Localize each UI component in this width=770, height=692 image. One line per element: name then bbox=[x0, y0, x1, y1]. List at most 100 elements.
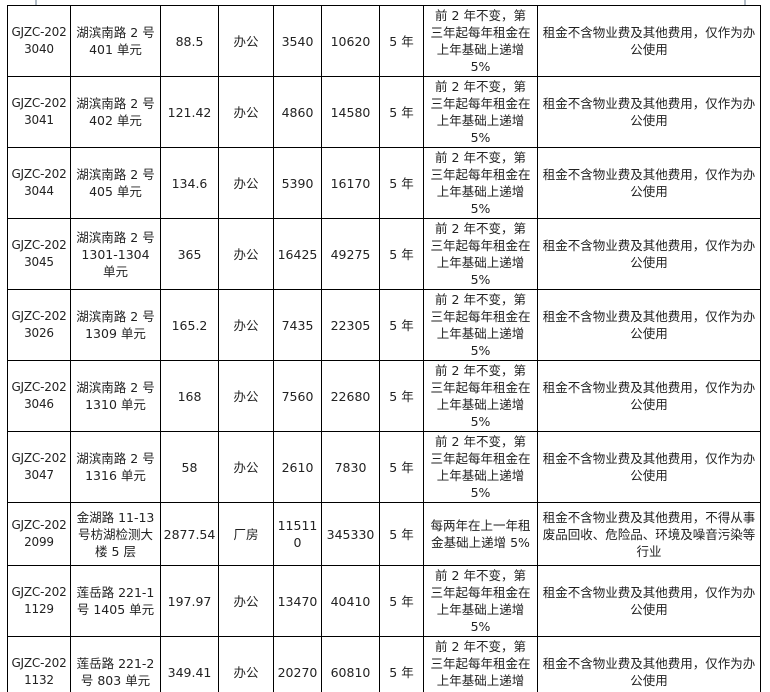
cell-lease-term: 5 年 bbox=[379, 636, 424, 692]
cell-remark: 租金不含物业费及其他费用，仅作为办公使用 bbox=[537, 147, 761, 219]
cell-usage-type: 办公 bbox=[218, 431, 274, 503]
cell-address: 湖滨南路 2 号 1301-1304 单元 bbox=[70, 218, 161, 290]
cell-area: 365 bbox=[160, 218, 219, 290]
table-row: GJZC-2022099 金湖路 11-13 号枋湖检测大楼 5 层 2877.… bbox=[7, 502, 761, 566]
cell-remark: 租金不含物业费及其他费用，仅作为办公使用 bbox=[537, 289, 761, 361]
cell-monthly-rent: 2610 bbox=[273, 431, 322, 503]
cell-quarterly-rent: 345330 bbox=[321, 502, 380, 566]
cell-rent-adjustment: 前 2 年不变，第三年起每年租金在上年基础上递增 5% bbox=[423, 76, 538, 148]
cell-rent-adjustment: 前 2 年不变，第三年起每年租金在上年基础上递增 5% bbox=[423, 431, 538, 503]
cell-monthly-rent: 13470 bbox=[273, 565, 322, 637]
cell-asset-id: GJZC-2021129 bbox=[7, 565, 71, 637]
cell-lease-term: 5 年 bbox=[379, 431, 424, 503]
cell-lease-term: 5 年 bbox=[379, 147, 424, 219]
cell-lease-term: 5 年 bbox=[379, 360, 424, 432]
cell-quarterly-rent: 40410 bbox=[321, 565, 380, 637]
cell-asset-id: GJZC-2021132 bbox=[7, 636, 71, 692]
cell-quarterly-rent: 60810 bbox=[321, 636, 380, 692]
page-artifact-tick-left bbox=[35, 0, 37, 9]
cell-monthly-rent: 16425 bbox=[273, 218, 322, 290]
cell-rent-adjustment: 前 2 年不变，第三年起每年租金在上年基础上递增 5% bbox=[423, 147, 538, 219]
cell-area: 121.42 bbox=[160, 76, 219, 148]
cell-rent-adjustment: 前 2 年不变，第三年起每年租金在上年基础上递增 5% bbox=[423, 636, 538, 692]
cell-address: 湖滨南路 2 号 405 单元 bbox=[70, 147, 161, 219]
table-body: GJZC-2023040 湖滨南路 2 号 401 单元 88.5 办公 354… bbox=[7, 5, 761, 692]
table-row: GJZC-2023047 湖滨南路 2 号 1316 单元 58 办公 2610… bbox=[7, 431, 761, 503]
cell-address: 莲岳路 221-2 号 803 单元 bbox=[70, 636, 161, 692]
cell-monthly-rent: 4860 bbox=[273, 76, 322, 148]
table-row: GJZC-2023045 湖滨南路 2 号 1301-1304 单元 365 办… bbox=[7, 218, 761, 290]
table-row: GJZC-2021129 莲岳路 221-1 号 1405 单元 197.97 … bbox=[7, 565, 761, 637]
cell-address: 湖滨南路 2 号 401 单元 bbox=[70, 5, 161, 77]
cell-lease-term: 5 年 bbox=[379, 502, 424, 566]
cell-rent-adjustment: 前 2 年不变，第三年起每年租金在上年基础上递增 5% bbox=[423, 218, 538, 290]
cell-usage-type: 厂房 bbox=[218, 502, 274, 566]
cell-usage-type: 办公 bbox=[218, 360, 274, 432]
table-row: GJZC-2021132 莲岳路 221-2 号 803 单元 349.41 办… bbox=[7, 636, 761, 692]
cell-address: 金湖路 11-13 号枋湖检测大楼 5 层 bbox=[70, 502, 161, 566]
cell-usage-type: 办公 bbox=[218, 5, 274, 77]
table-row: GJZC-2023041 湖滨南路 2 号 402 单元 121.42 办公 4… bbox=[7, 76, 761, 148]
cell-asset-id: GJZC-2023041 bbox=[7, 76, 71, 148]
cell-area: 134.6 bbox=[160, 147, 219, 219]
cell-remark: 租金不含物业费及其他费用，不得从事废品回收、危险品、环境及噪音污染等行业 bbox=[537, 502, 761, 566]
cell-address: 湖滨南路 2 号 1316 单元 bbox=[70, 431, 161, 503]
cell-usage-type: 办公 bbox=[218, 289, 274, 361]
cell-address: 莲岳路 221-1 号 1405 单元 bbox=[70, 565, 161, 637]
cell-rent-adjustment: 前 2 年不变，第三年起每年租金在上年基础上递增 5% bbox=[423, 289, 538, 361]
table-row: GJZC-2023046 湖滨南路 2 号 1310 单元 168 办公 756… bbox=[7, 360, 761, 432]
cell-asset-id: GJZC-2023046 bbox=[7, 360, 71, 432]
cell-usage-type: 办公 bbox=[218, 636, 274, 692]
cell-quarterly-rent: 14580 bbox=[321, 76, 380, 148]
table-row: GJZC-2023040 湖滨南路 2 号 401 单元 88.5 办公 354… bbox=[7, 5, 761, 77]
cell-remark: 租金不含物业费及其他费用，仅作为办公使用 bbox=[537, 76, 761, 148]
cell-monthly-rent: 3540 bbox=[273, 5, 322, 77]
cell-area: 197.97 bbox=[160, 565, 219, 637]
cell-rent-adjustment: 前 2 年不变，第三年起每年租金在上年基础上递增 5% bbox=[423, 5, 538, 77]
cell-lease-term: 5 年 bbox=[379, 76, 424, 148]
cell-monthly-rent: 20270 bbox=[273, 636, 322, 692]
cell-usage-type: 办公 bbox=[218, 218, 274, 290]
cell-rent-adjustment: 每两年在上一年租金基础上递增 5% bbox=[423, 502, 538, 566]
cell-asset-id: GJZC-2023045 bbox=[7, 218, 71, 290]
cell-monthly-rent: 7560 bbox=[273, 360, 322, 432]
cell-asset-id: GJZC-2023040 bbox=[7, 5, 71, 77]
cell-lease-term: 5 年 bbox=[379, 565, 424, 637]
cell-asset-id: GJZC-2023044 bbox=[7, 147, 71, 219]
cell-remark: 租金不含物业费及其他费用，仅作为办公使用 bbox=[537, 565, 761, 637]
table-row: GJZC-2023026 湖滨南路 2 号 1309 单元 165.2 办公 7… bbox=[7, 289, 761, 361]
cell-area: 58 bbox=[160, 431, 219, 503]
cell-address: 湖滨南路 2 号 1309 单元 bbox=[70, 289, 161, 361]
cell-area: 349.41 bbox=[160, 636, 219, 692]
cell-monthly-rent: 5390 bbox=[273, 147, 322, 219]
cell-address: 湖滨南路 2 号 402 单元 bbox=[70, 76, 161, 148]
cell-quarterly-rent: 10620 bbox=[321, 5, 380, 77]
cell-quarterly-rent: 22680 bbox=[321, 360, 380, 432]
cell-remark: 租金不含物业费及其他费用，仅作为办公使用 bbox=[537, 218, 761, 290]
cell-lease-term: 5 年 bbox=[379, 289, 424, 361]
cell-area: 2877.54 bbox=[160, 502, 219, 566]
cell-remark: 租金不含物业费及其他费用，仅作为办公使用 bbox=[537, 360, 761, 432]
cell-monthly-rent: 115110 bbox=[273, 502, 322, 566]
cell-monthly-rent: 7435 bbox=[273, 289, 322, 361]
cell-quarterly-rent: 16170 bbox=[321, 147, 380, 219]
cell-area: 165.2 bbox=[160, 289, 219, 361]
cell-usage-type: 办公 bbox=[218, 147, 274, 219]
cell-usage-type: 办公 bbox=[218, 565, 274, 637]
cell-remark: 租金不含物业费及其他费用，仅作为办公使用 bbox=[537, 431, 761, 503]
asset-lease-table: GJZC-2023040 湖滨南路 2 号 401 单元 88.5 办公 354… bbox=[7, 5, 761, 692]
cell-asset-id: GJZC-2023047 bbox=[7, 431, 71, 503]
cell-lease-term: 5 年 bbox=[379, 218, 424, 290]
cell-address: 湖滨南路 2 号 1310 单元 bbox=[70, 360, 161, 432]
cell-remark: 租金不含物业费及其他费用，仅作为办公使用 bbox=[537, 5, 761, 77]
cell-asset-id: GJZC-2023026 bbox=[7, 289, 71, 361]
cell-area: 88.5 bbox=[160, 5, 219, 77]
cell-area: 168 bbox=[160, 360, 219, 432]
cell-rent-adjustment: 前 2 年不变，第三年起每年租金在上年基础上递增 5% bbox=[423, 360, 538, 432]
cell-rent-adjustment: 前 2 年不变，第三年起每年租金在上年基础上递增 5% bbox=[423, 565, 538, 637]
cell-quarterly-rent: 22305 bbox=[321, 289, 380, 361]
cell-lease-term: 5 年 bbox=[379, 5, 424, 77]
table-row: GJZC-2023044 湖滨南路 2 号 405 单元 134.6 办公 53… bbox=[7, 147, 761, 219]
cell-quarterly-rent: 49275 bbox=[321, 218, 380, 290]
